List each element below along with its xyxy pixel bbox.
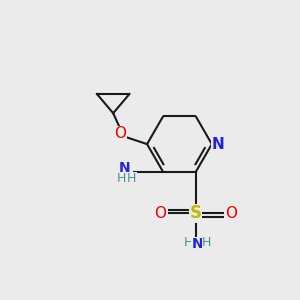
Text: N: N (192, 237, 203, 251)
Text: O: O (225, 206, 237, 221)
Text: O: O (115, 126, 127, 141)
Text: O: O (154, 206, 166, 221)
Text: H: H (202, 236, 212, 249)
Text: N: N (211, 136, 224, 152)
Text: H: H (117, 172, 126, 185)
Text: S: S (190, 204, 202, 222)
Text: H: H (184, 236, 193, 249)
Text: H: H (127, 172, 136, 185)
Text: N: N (119, 161, 131, 175)
